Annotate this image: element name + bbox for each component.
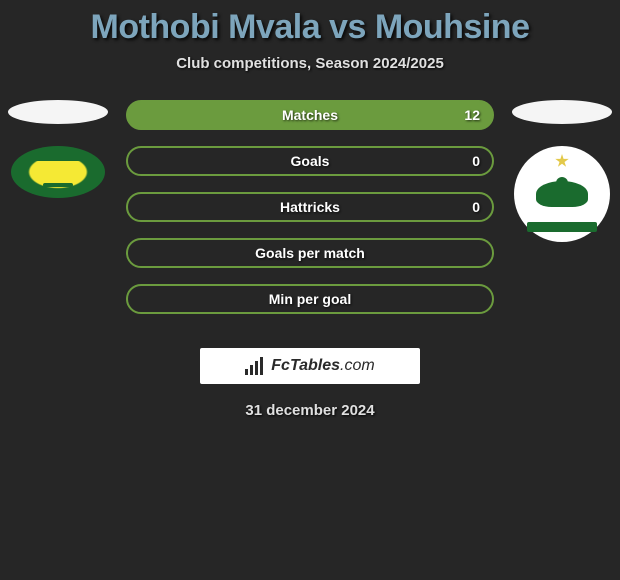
brand-name: FcTables: [271, 357, 340, 374]
brand-ext: .com: [340, 357, 375, 374]
brand-badge[interactable]: FcTables.com: [200, 348, 420, 384]
stat-label: Goals per match: [255, 245, 365, 261]
left-player-col: [8, 100, 108, 198]
player-photo-placeholder: [512, 100, 612, 124]
club-badge-sundowns: [11, 146, 105, 198]
right-player-col: [512, 100, 612, 242]
bars-chart-icon: [245, 357, 267, 375]
player-photo-placeholder: [8, 100, 108, 124]
club-badge-raja: [514, 146, 610, 242]
stat-label: Hattricks: [280, 199, 340, 215]
stat-bar-matches: Matches 12: [126, 100, 494, 130]
stat-bar-goals: Goals 0: [126, 146, 494, 176]
stat-value: 12: [464, 107, 480, 123]
comparison-widget: Mothobi Mvala vs Mouhsine Club competiti…: [0, 0, 620, 419]
stat-value: 0: [472, 199, 480, 215]
main-row: Matches 12 Goals 0 Hattricks 0 Goals per…: [0, 100, 620, 330]
badge-ribbon: [527, 222, 597, 232]
stat-label: Min per goal: [269, 291, 351, 307]
subtitle: Club competitions, Season 2024/2025: [0, 55, 620, 72]
eagle-icon: [534, 175, 590, 219]
stat-label: Matches: [282, 107, 338, 123]
stats-column: Matches 12 Goals 0 Hattricks 0 Goals per…: [108, 100, 512, 330]
stat-bar-hattricks: Hattricks 0: [126, 192, 494, 222]
stat-bar-goals-per-match: Goals per match: [126, 238, 494, 268]
brand-text: FcTables.com: [271, 357, 374, 375]
stat-bar-min-per-goal: Min per goal: [126, 284, 494, 314]
stat-value: 0: [472, 153, 480, 169]
stat-label: Goals: [291, 153, 330, 169]
page-title: Mothobi Mvala vs Mouhsine: [0, 8, 620, 47]
footer-date: 31 december 2024: [0, 402, 620, 419]
